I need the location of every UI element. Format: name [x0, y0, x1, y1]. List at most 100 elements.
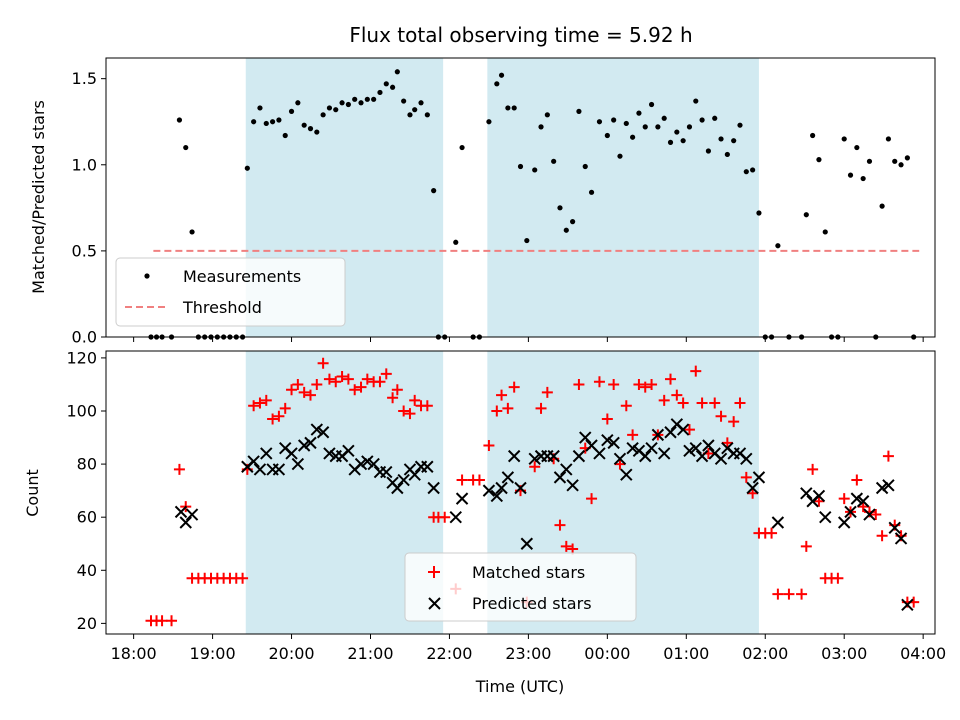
matched-stars-point	[496, 389, 508, 401]
matched-stars-point	[696, 397, 708, 409]
panel-counts-points	[145, 357, 920, 627]
matched-stars-point	[832, 572, 844, 584]
matched-stars-point	[473, 474, 485, 486]
matched-stars-point	[491, 405, 503, 417]
matched-stars-point	[633, 378, 645, 390]
measurements-point	[314, 129, 320, 135]
legend-ratio-box	[115, 257, 346, 327]
measurements-point	[383, 81, 389, 87]
matched-stars-point	[766, 527, 778, 539]
predicted-stars-point	[553, 471, 567, 484]
measurements-point	[743, 169, 749, 175]
measurements-point	[705, 148, 712, 154]
measurements-point	[885, 136, 892, 142]
predicted-stars-point	[850, 492, 864, 505]
measurements-point	[611, 117, 617, 123]
predicted-stars-point	[285, 447, 298, 460]
measurements-point	[648, 101, 655, 108]
predicted-stars-point	[316, 426, 330, 439]
measurements-point	[898, 162, 904, 168]
matched-stars-point	[772, 588, 784, 600]
matched-stars-point	[317, 357, 329, 369]
matched-stars-point	[747, 487, 759, 499]
measurements-point	[401, 98, 407, 104]
predicted-stars-point	[323, 447, 336, 460]
legend-label-measurements: Measurements	[183, 267, 301, 286]
matched-stars-point	[677, 397, 689, 409]
predicted-stars-point	[875, 481, 889, 495]
matched-stars-point	[374, 376, 386, 388]
matched-stars-point	[800, 540, 812, 552]
predicted-stars-point	[664, 426, 677, 439]
predicted-stars-point	[391, 481, 404, 495]
predicted-stars-point	[894, 532, 908, 545]
measurements-point	[244, 165, 250, 171]
measurements-point	[904, 155, 910, 161]
measurements-point	[183, 144, 189, 151]
matched-stars-point	[166, 615, 178, 627]
matched-stars-point	[535, 402, 547, 414]
matched-stars-point	[715, 410, 727, 422]
measurements-point	[295, 100, 301, 106]
predicted-stars-point	[844, 505, 857, 519]
x-tick-label: 21:00	[347, 644, 393, 663]
measurements-point	[630, 134, 636, 140]
matched-stars-point	[783, 588, 795, 600]
measurements-point	[557, 205, 563, 211]
measurements-point	[418, 100, 424, 106]
measurements-point	[892, 158, 898, 164]
measurements-point	[352, 96, 358, 102]
matched-stars-point	[439, 511, 451, 523]
predicted-stars-point	[354, 457, 368, 471]
panel-counts-frame	[105, 350, 936, 635]
measurements-point	[505, 105, 511, 111]
measurements-point	[810, 132, 816, 139]
predicted-stars-point	[601, 433, 614, 447]
panel-counts-y-ticks: 20 40 60 80 100 120	[66, 348, 106, 633]
legend-label-predicted: Predicted stars	[472, 594, 592, 613]
legend-counts-box	[404, 552, 637, 622]
x-tick-label: 04:00	[900, 644, 946, 663]
matched-stars-point	[355, 381, 367, 393]
panel-ratio-x-ticks	[133, 337, 924, 342]
predicted-stars-point	[566, 479, 579, 492]
y-tick-label: 100	[66, 401, 97, 420]
measurements-point	[718, 136, 724, 142]
predicted-stars-point	[740, 452, 753, 465]
measurements-point	[847, 172, 854, 178]
matched-stars-point	[573, 378, 585, 390]
measurements-point	[394, 69, 400, 75]
matched-stars-point	[601, 413, 613, 425]
predicted-stars-point	[342, 444, 355, 458]
legend-label-threshold: Threshold	[182, 298, 262, 317]
measurements-point	[860, 175, 866, 182]
measurements-point	[301, 122, 307, 128]
measurements-point	[538, 124, 544, 130]
x-axis-label: Time (UTC)	[475, 677, 564, 696]
matched-stars-point	[709, 397, 721, 409]
measurements-point	[532, 167, 538, 173]
predicted-stars-point	[683, 444, 696, 458]
predicted-stars-point	[174, 505, 188, 519]
predicted-stars-point	[888, 521, 901, 535]
measurements-point	[320, 112, 326, 118]
measurements-point	[588, 189, 595, 195]
measurements-point	[358, 100, 364, 106]
predicted-stars-point	[639, 449, 652, 463]
matched-stars-point	[237, 572, 249, 584]
measurements-point	[431, 188, 437, 194]
predicted-stars-point	[260, 447, 273, 460]
matched-stars-point	[554, 519, 566, 531]
predicted-stars-point	[702, 439, 715, 452]
measurements-point	[724, 151, 730, 158]
matched-stars-point	[807, 463, 819, 475]
predicted-stars-point	[310, 423, 324, 436]
matched-stars-point	[156, 615, 168, 627]
predicted-stars-point	[253, 463, 267, 476]
measurements-point	[854, 144, 860, 151]
measurements-point	[486, 119, 492, 125]
predicted-stars-point	[501, 471, 515, 484]
matched-stars-point	[387, 392, 399, 404]
y-tick-label: 20	[77, 614, 97, 633]
